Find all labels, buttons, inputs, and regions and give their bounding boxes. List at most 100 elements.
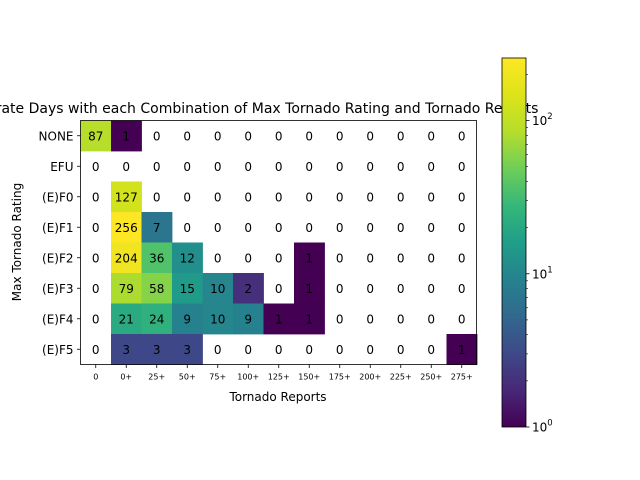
cell-value-label: 0 — [458, 251, 466, 265]
heatmap-cell — [202, 303, 234, 335]
cell-value-label: 0 — [244, 190, 252, 204]
cell-value-label: 0 — [305, 221, 313, 235]
cell-value-label: 0 — [183, 129, 191, 143]
y-axis-label: Max Tornado Rating — [10, 183, 24, 301]
heatmap-cell — [294, 273, 325, 304]
cell-value-label: 0 — [427, 160, 435, 174]
cell-value-label: 0 — [244, 343, 252, 357]
cell-value-label: 0 — [92, 282, 100, 296]
cell-value-label: 0 — [305, 129, 313, 143]
cell-value-label: 0 — [275, 251, 283, 265]
cell-value-label: 0 — [397, 343, 405, 357]
y-tick-label: (E)F4 — [42, 312, 73, 326]
cell-value-label: 127 — [115, 190, 138, 204]
heatmap-cell — [141, 303, 173, 335]
x-tick-label: 0+ — [120, 373, 132, 382]
cell-value-label: 0 — [214, 160, 222, 174]
cell-value-label: 0 — [366, 221, 374, 235]
cell-value-label: 0 — [397, 221, 405, 235]
cell-value-label: 0 — [244, 129, 252, 143]
cell-value-label: 0 — [214, 190, 222, 204]
heatmap-cell — [202, 273, 234, 304]
cell-value-label: 10 — [210, 282, 225, 296]
y-tick-label: (E)F3 — [42, 282, 73, 296]
colorbar: 100 101 102 — [501, 57, 553, 435]
cell-value-label: 0 — [244, 221, 252, 235]
x-tick-label: 0 — [93, 373, 98, 382]
x-tick-label: 225+ — [390, 373, 412, 382]
heatmap-cell — [141, 334, 173, 365]
cell-value-label: 0 — [153, 190, 161, 204]
cell-value-label: 0 — [458, 312, 466, 326]
x-tick-label: 25+ — [148, 373, 165, 382]
cell-value-label: 204 — [115, 251, 138, 265]
cell-value-label: 0 — [397, 190, 405, 204]
cell-value-label: 0 — [153, 129, 161, 143]
cell-value-label: 0 — [427, 221, 435, 235]
cell-value-label: 0 — [458, 190, 466, 204]
cell-value-label: 0 — [214, 343, 222, 357]
cell-value-label: 3 — [153, 343, 161, 357]
colorbar-tick-label: 102 — [532, 112, 553, 128]
cell-value-label: 0 — [366, 190, 374, 204]
cell-value-label: 0 — [305, 343, 313, 357]
cell-value-label: 0 — [122, 160, 130, 174]
cell-value-label: 79 — [119, 282, 134, 296]
cell-value-label: 0 — [92, 343, 100, 357]
cell-value-label: 0 — [336, 221, 344, 235]
cell-value-label: 0 — [336, 312, 344, 326]
cell-value-label: 0 — [214, 129, 222, 143]
cell-value-label: 0 — [397, 282, 405, 296]
cell-value-label: 15 — [180, 282, 195, 296]
y-tick-label: (E)F2 — [42, 251, 73, 265]
cell-value-label: 0 — [244, 160, 252, 174]
chart-title: Moderate Days with each Combination of M… — [0, 101, 538, 117]
cell-value-label: 58 — [149, 282, 164, 296]
heatmap-cell — [294, 303, 325, 335]
heatmap-cell — [111, 181, 142, 213]
cell-value-label: 0 — [92, 160, 100, 174]
heatmap-cell — [111, 120, 142, 152]
x-tick-label: 100+ — [237, 373, 259, 382]
cell-value-label: 1 — [305, 251, 313, 265]
cell-value-label: 0 — [183, 160, 191, 174]
cell-value-label: 0 — [397, 312, 405, 326]
cell-value-label: 2 — [244, 282, 252, 296]
heatmap-cell — [446, 334, 478, 365]
cell-value-label: 0 — [458, 221, 466, 235]
cell-value-label: 0 — [366, 282, 374, 296]
cell-value-label: 0 — [458, 129, 466, 143]
x-axis: 0 0+ 25+ 50+ 75+ 100+ 125+ 150+ 175+ 200+ 225+ 250+… — [93, 364, 473, 382]
cell-value-label: 0 — [244, 251, 252, 265]
cell-value-label: 0 — [397, 160, 405, 174]
y-tick-label: (E)F1 — [42, 221, 73, 235]
cell-value-label: 10 — [210, 312, 225, 326]
colorbar-fill — [502, 58, 526, 427]
y-tick-label: (E)F0 — [42, 190, 73, 204]
cell-value-label: 36 — [149, 251, 164, 265]
cell-value-label: 0 — [214, 221, 222, 235]
x-tick-label: 150+ — [298, 373, 320, 382]
cell-value-label: 0 — [427, 312, 435, 326]
x-tick-label: 125+ — [268, 373, 290, 382]
heatmap-cell — [294, 242, 325, 274]
cell-value-label: 0 — [458, 282, 466, 296]
colorbar-tick-label: 100 — [532, 419, 553, 435]
cell-value-label: 0 — [92, 190, 100, 204]
cell-value-label: 0 — [336, 129, 344, 143]
heatmap-cell — [233, 303, 264, 335]
cell-value-label: 3 — [183, 343, 191, 357]
heatmap-cell — [111, 212, 142, 243]
cell-value-label: 1 — [458, 343, 466, 357]
cell-value-label: 1 — [305, 282, 313, 296]
cell-value-label: 0 — [275, 221, 283, 235]
cell-value-label: 0 — [275, 343, 283, 357]
cell-value-label: 0 — [397, 129, 405, 143]
colorbar-tick-label: 101 — [532, 265, 553, 281]
heatmap-cell — [172, 273, 203, 304]
x-tick-label: 250+ — [420, 373, 442, 382]
heatmap-cell — [263, 303, 295, 335]
heatmap-cell — [80, 120, 112, 152]
cell-value-label: 0 — [275, 129, 283, 143]
cell-value-label: 3 — [122, 343, 130, 357]
